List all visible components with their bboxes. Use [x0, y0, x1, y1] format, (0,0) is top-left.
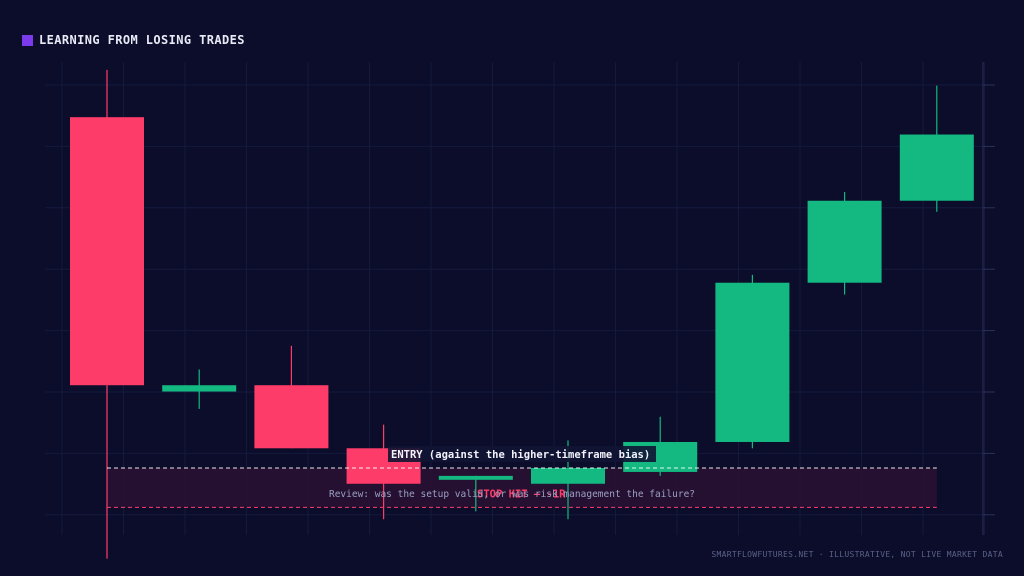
candle-body-bullish: [162, 385, 237, 392]
candle-body-bullish: [438, 475, 513, 480]
footer-attribution: SMARTFLOWFUTURES.NET · ILLUSTRATIVE, NOT…: [711, 550, 1003, 559]
candle-body-bearish: [70, 117, 144, 386]
chart-title-group: LEARNING FROM LOSING TRADES: [22, 33, 245, 47]
risk-zone: [107, 467, 937, 508]
entry-label: ENTRY (against the higher-timeframe bias…: [391, 449, 650, 461]
review-note: Review: was the setup valid, or was risk…: [329, 489, 695, 500]
candle-body-bearish: [254, 385, 329, 449]
chart-title: LEARNING FROM LOSING TRADES: [39, 33, 245, 47]
entry-label-background: [388, 445, 656, 462]
candle-body-bullish: [715, 282, 790, 442]
candle-body-bullish: [531, 467, 605, 484]
candle-body-bullish: [899, 134, 974, 201]
stop-label: STOP HIT — -1R: [477, 488, 566, 500]
title-square-icon: [22, 34, 33, 46]
candle-body-bullish: [807, 200, 882, 283]
